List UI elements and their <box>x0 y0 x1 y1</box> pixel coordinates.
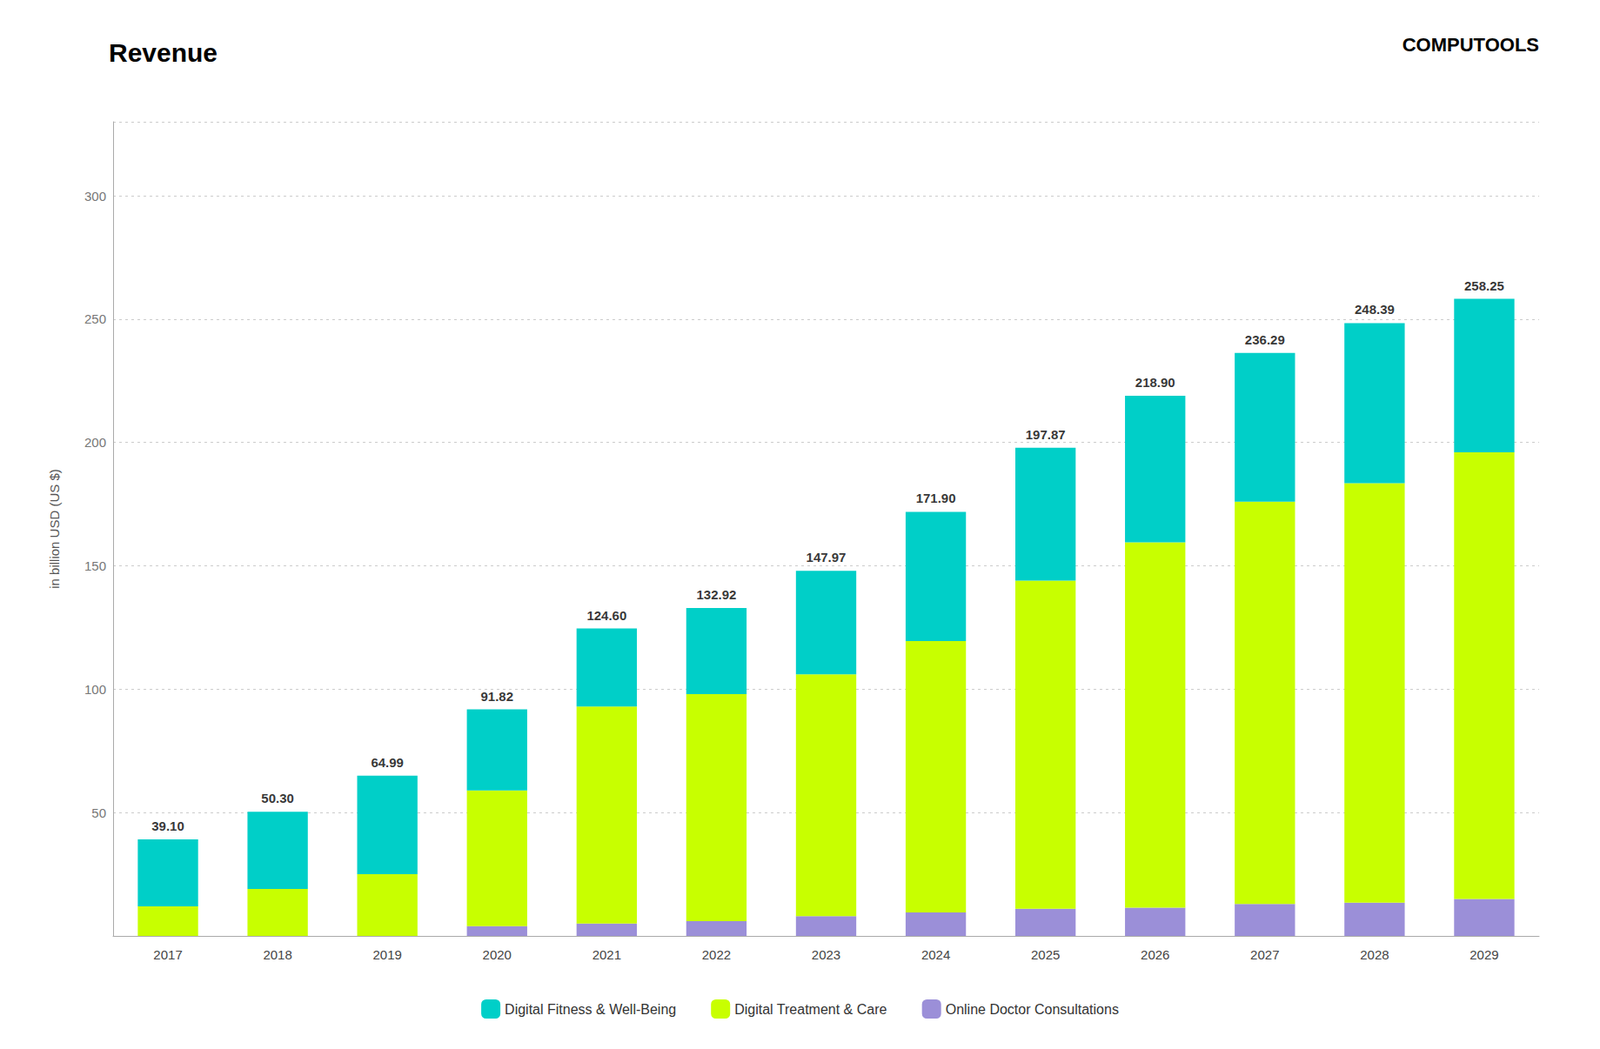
svg-text:91.82: 91.82 <box>480 689 514 704</box>
svg-text:2029: 2029 <box>1469 947 1499 963</box>
svg-text:2020: 2020 <box>482 947 512 963</box>
svg-text:2019: 2019 <box>373 947 402 963</box>
svg-text:150: 150 <box>84 558 107 574</box>
svg-text:39.10: 39.10 <box>151 818 185 834</box>
svg-text:64.99: 64.99 <box>370 755 404 770</box>
svg-text:2022: 2022 <box>702 947 731 963</box>
svg-text:236.29: 236.29 <box>1245 332 1286 348</box>
svg-text:2025: 2025 <box>1030 947 1060 963</box>
svg-text:2023: 2023 <box>811 947 841 963</box>
svg-text:Online Doctor Consultations: Online Doctor Consultations <box>945 1002 1119 1018</box>
svg-text:2021: 2021 <box>592 947 622 963</box>
svg-text:250: 250 <box>84 311 107 327</box>
svg-text:Revenue: Revenue <box>108 38 218 67</box>
svg-text:132.92: 132.92 <box>696 587 737 603</box>
svg-text:147.97: 147.97 <box>806 549 847 565</box>
svg-text:2017: 2017 <box>153 947 182 963</box>
svg-text:197.87: 197.87 <box>1025 427 1066 442</box>
svg-text:2027: 2027 <box>1250 947 1279 963</box>
svg-text:124.60: 124.60 <box>586 608 627 623</box>
svg-text:in billion USD (US $): in billion USD (US $) <box>46 468 62 590</box>
svg-text:200: 200 <box>84 435 107 450</box>
svg-text:Digital Fitness & Well-Being: Digital Fitness & Well-Being <box>504 1002 677 1018</box>
svg-text:171.90: 171.90 <box>916 490 957 506</box>
svg-text:50.30: 50.30 <box>261 790 295 806</box>
svg-text:300: 300 <box>84 188 107 204</box>
svg-text:218.90: 218.90 <box>1135 374 1176 390</box>
svg-text:258.25: 258.25 <box>1464 278 1505 294</box>
svg-text:2024: 2024 <box>921 947 951 963</box>
svg-text:248.39: 248.39 <box>1354 301 1395 317</box>
svg-text:2018: 2018 <box>262 947 292 963</box>
svg-text:2028: 2028 <box>1359 947 1389 963</box>
svg-text:100: 100 <box>84 682 107 697</box>
svg-text:50: 50 <box>91 805 107 821</box>
svg-text:Digital Treatment & Care: Digital Treatment & Care <box>734 1002 887 1018</box>
svg-text:2026: 2026 <box>1140 947 1170 963</box>
svg-text:COMPUTOOLS: COMPUTOOLS <box>1402 33 1540 56</box>
